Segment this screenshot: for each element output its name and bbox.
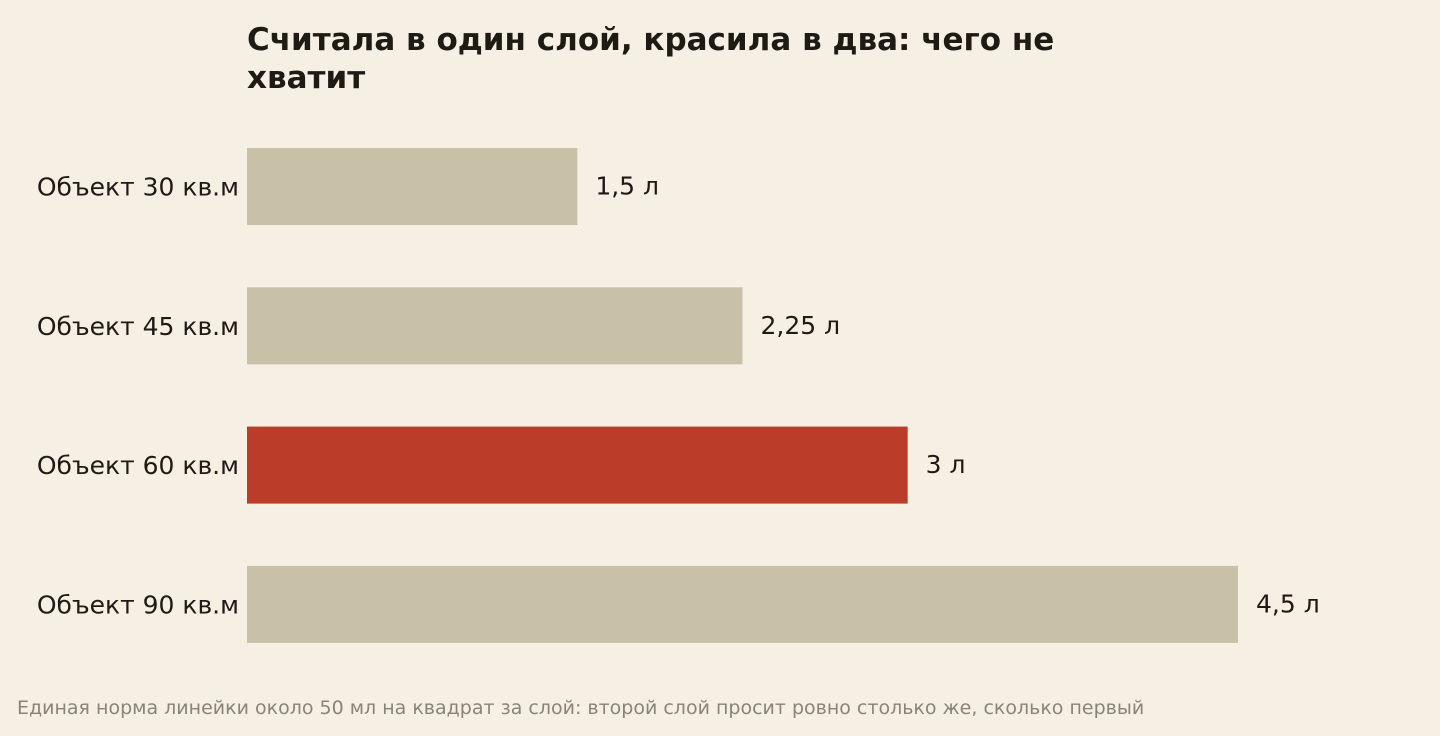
chart-title-line-1: Считала в один слой, красила в два: чего… bbox=[247, 22, 1054, 58]
bar-3 bbox=[247, 565, 1238, 643]
bar-2 bbox=[247, 426, 908, 504]
category-label-2: Объект 60 кв.м bbox=[37, 451, 239, 480]
value-label-1: 2,25 л bbox=[761, 311, 841, 340]
category-label-0: Объект 30 кв.м bbox=[37, 173, 239, 202]
chart-footnote: Единая норма линейки около 50 мл на квад… bbox=[17, 697, 1144, 719]
category-label-3: Объект 90 кв.м bbox=[37, 590, 239, 619]
bar-1 bbox=[247, 287, 743, 365]
chart-title-line-2: хватит bbox=[247, 60, 365, 96]
category-label-1: Объект 45 кв.м bbox=[37, 312, 239, 341]
value-label-3: 4,5 л bbox=[1256, 589, 1320, 618]
bar-0 bbox=[247, 148, 578, 225]
bars-group: Объект 30 кв.м 1,5 л Объект 45 кв.м 2,25 л О… bbox=[37, 148, 1320, 643]
value-label-2: 3 л bbox=[926, 450, 966, 479]
value-label-0: 1,5 л bbox=[595, 172, 659, 201]
